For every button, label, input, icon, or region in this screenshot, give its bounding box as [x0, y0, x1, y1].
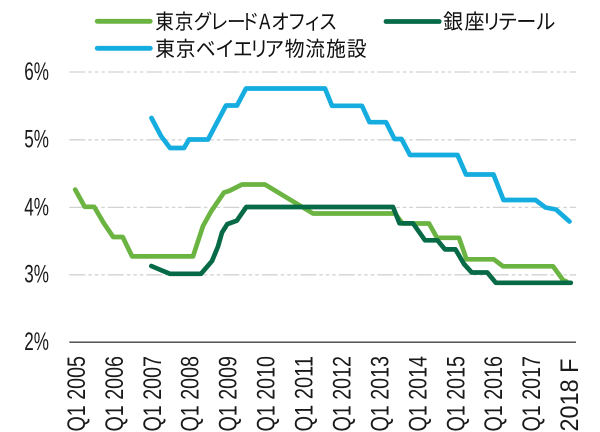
svg-text:Q1 2007: Q1 2007: [139, 356, 167, 432]
svg-text:Q1 2012: Q1 2012: [329, 356, 357, 432]
svg-text:Q1 2013: Q1 2013: [366, 356, 394, 432]
svg-text:Q1 2006: Q1 2006: [101, 356, 129, 432]
svg-text:6%: 6%: [24, 58, 49, 86]
svg-text:Q1 2005: Q1 2005: [63, 356, 91, 432]
svg-text:Q1 2009: Q1 2009: [215, 356, 243, 432]
svg-text:5%: 5%: [24, 126, 49, 154]
svg-text:2%: 2%: [24, 328, 49, 356]
svg-text:Q1 2008: Q1 2008: [177, 356, 205, 432]
svg-text:Q1 2015: Q1 2015: [442, 356, 470, 432]
svg-text:Q1 2011: Q1 2011: [291, 356, 319, 432]
svg-text:4%: 4%: [24, 193, 49, 221]
svg-text:Q1 2016: Q1 2016: [480, 356, 508, 432]
svg-text:Q1 2010: Q1 2010: [253, 356, 281, 432]
svg-text:Q1 2014: Q1 2014: [404, 356, 432, 432]
svg-text:2018 F: 2018 F: [556, 359, 584, 432]
svg-text:Q1 2017: Q1 2017: [518, 356, 546, 432]
svg-text:3%: 3%: [24, 261, 49, 289]
